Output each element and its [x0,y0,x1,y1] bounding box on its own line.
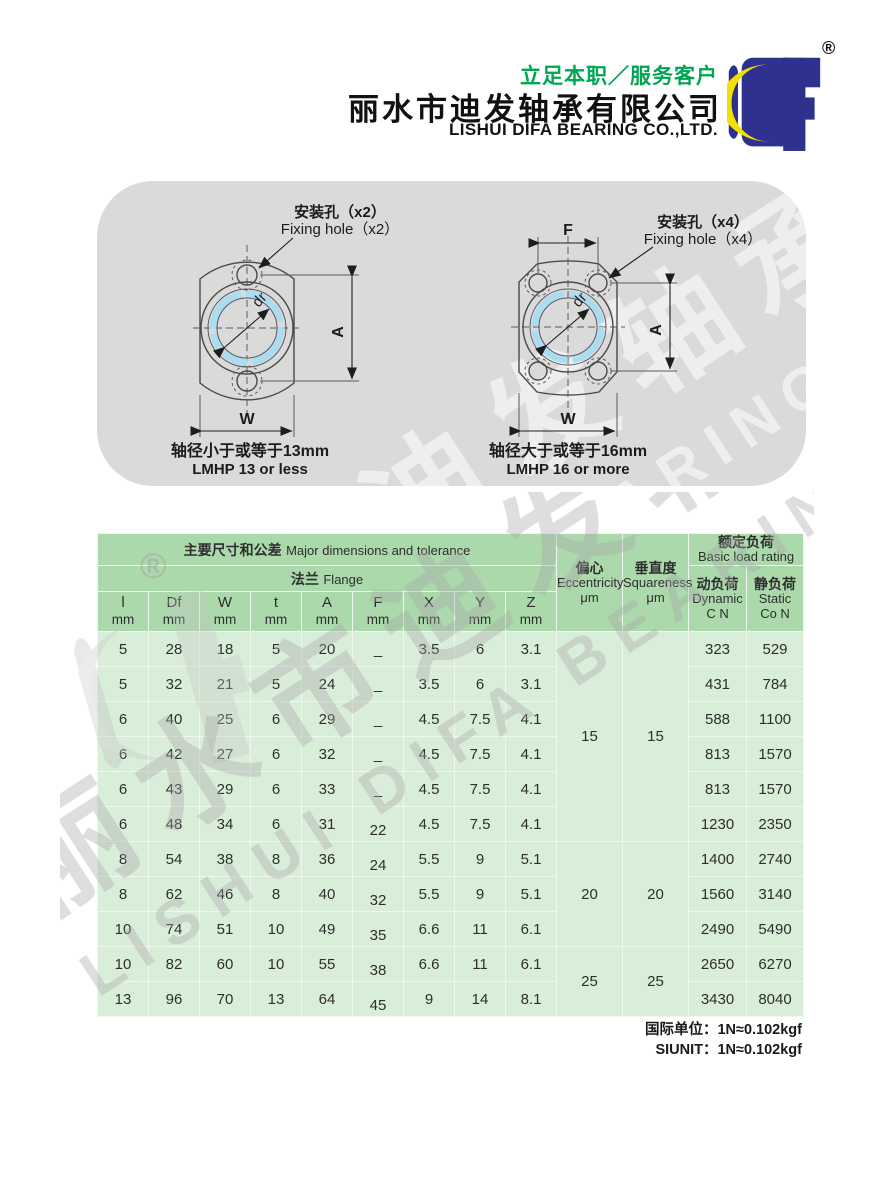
company-slogan: 立足本职／服务客户 [520,65,718,88]
svg-text:安装孔（x2）: 安装孔（x2） [294,203,386,221]
flange-2hole-drawing: dr A W 安装孔（x2） Fixing hole（x2） 轴径小于或等于13… [171,203,399,478]
header-flange: 法兰 Flange [96,565,558,593]
company-name-cn: 丽水市迪发轴承有限公司 [348,92,722,127]
flange-4hole-drawing: dr F A W 安装孔（x4） Fixing hole（x4） [489,213,762,478]
svg-text:LMHP 13 or less: LMHP 13 or less [192,461,308,478]
squareness-group: 20 [622,841,690,948]
df-logo-icon [727,57,821,151]
svg-text:W: W [560,411,576,428]
header-basic-load-rating: 额定负荷 Basic load rating [688,532,805,567]
squareness-group: 25 [622,946,690,1018]
flange-diagrams: dr A W 安装孔（x2） Fixing hole（x2） 轴径小于或等于13… [171,203,762,478]
header-squareness: 垂直度 Squareness μm [622,532,692,633]
table-row: 8 62 46 8 40 32 5.5 9 5.1 1560 3140 [97,876,805,913]
table-row: 13 96 70 13 64 45 9 14 8.1 3430 8040 [97,981,805,1018]
svg-text:Fixing hole（x2）: Fixing hole（x2） [281,221,399,238]
header-major-dimensions: 主要尺寸和公差 Major dimensions and tolerance [96,532,558,567]
svg-text:LMHP 16 or more: LMHP 16 or more [506,461,629,478]
svg-text:A: A [330,326,347,338]
table-row: 5 28 18 5 20 _ 3.5 6 3.1 15 15 323 529 [97,631,805,843]
registered-trademark: ® [822,38,836,58]
company-name-en: LISHUI DIFA BEARING CO.,LTD. [448,120,718,139]
svg-text:安装孔（x4）: 安装孔（x4） [657,213,749,231]
unit-conversion-note: 国际单位：1N≈0.102kgf SIUNIT：1N≈0.102kgf [645,1021,802,1060]
unit-note-en: SIUNIT：1N≈0.102kgf [655,1041,802,1058]
squareness-group: 15 [622,631,690,843]
dimension-table: 主要尺寸和公差 Major dimensions and tolerance 偏… [96,532,805,1018]
table-row: 6 43 29 6 33 _ 4.5 7.5 4.1 813 1570 [97,771,805,808]
svg-text:轴径小于或等于13mm: 轴径小于或等于13mm [171,441,329,460]
unit-note-cn: 国际单位：1N≈0.102kgf [644,1022,802,1038]
table-row: 8 54 38 8 36 24 5.5 9 5.1 20 20 1400 2740 [97,841,805,948]
svg-text:Fixing hole（x4）: Fixing hole（x4） [644,231,762,248]
col-df: Df mm [148,591,200,633]
col-t: t mm [250,591,302,633]
diagram-panel: 丽水市迪发轴承有限公司 LISHUI DIFA BEARING CO.,LTD. [97,181,806,486]
header-dynamic-load: 动负荷 Dynamic C N [688,565,748,633]
header-static-load: 静负荷 Static Co N [746,565,805,633]
table-row: 5 32 21 5 24 _ 3.5 6 3.1 431 784 [97,666,805,703]
eccentricity-group: 15 [556,631,624,843]
svg-text:轴径大于或等于16mm: 轴径大于或等于16mm [489,441,647,460]
header-eccentricity: 偏心 Eccentricity μm [556,532,623,633]
eccentricity-group: 20 [556,841,624,948]
svg-text:A: A [648,324,665,336]
col-l: l mm [97,591,149,633]
table-row: 10 74 51 10 49 35 6.6 11 6.1 2490 5490 [97,911,805,948]
svg-text:W: W [239,411,255,428]
table-row: 6 42 27 6 32 _ 4.5 7.5 4.1 813 1570 [97,736,805,773]
svg-text:F: F [563,222,573,239]
table-row: 10 82 60 10 55 38 6.6 11 6.1 25 25 2650 6270 [97,946,805,1018]
table-row: 6 48 34 6 31 22 4.5 7.5 4.1 1230 2350 [97,806,805,843]
table-row: 6 40 25 6 29 _ 4.5 7.5 4.1 588 1100 [97,701,805,738]
eccentricity-group: 25 [556,946,624,1018]
